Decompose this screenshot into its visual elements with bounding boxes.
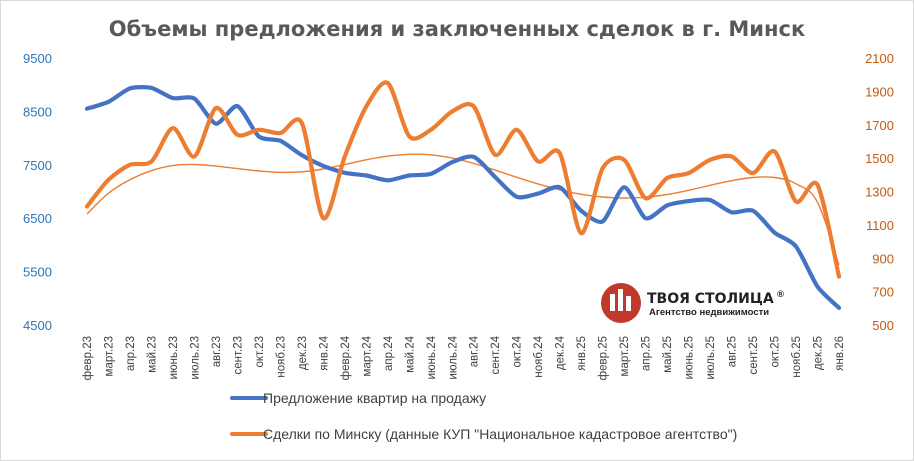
x-tick-label: февр.24 [340, 335, 352, 380]
legend: Предложение квартир на продажу Сделки по… [230, 390, 737, 442]
brand-logo: ТВОЯ СТОЛИЦА ® Агентство недвижимости [601, 283, 784, 323]
trendline-group [86, 153, 840, 266]
x-tick-label: окт.23 [254, 336, 266, 368]
left-tick-label: 7500 [23, 158, 52, 173]
x-tick-label: март.25 [619, 336, 631, 376]
x-tick-label: окт.24 [512, 335, 524, 367]
x-tick-label: май.24 [404, 335, 416, 372]
x-tick-label: сент.24 [490, 335, 502, 374]
x-tick-label: дек.23 [297, 336, 309, 370]
legend-label-deals: Сделки по Минску (данные КУП "Национальн… [263, 426, 737, 442]
x-tick-label: апр.23 [125, 336, 137, 371]
x-tick-label: июнь.24 [426, 335, 438, 379]
right-tick-label: 700 [872, 285, 894, 300]
x-tick-label: авг.25 [727, 336, 739, 367]
series-group [84, 80, 842, 310]
chart-title: Объемы предложения и заключенных сделок … [109, 17, 805, 41]
x-tick-label: янв.25 [576, 336, 588, 371]
x-tick-label: окт.25 [770, 336, 782, 368]
left-axis-labels: 4500 5500 6500 7500 8500 9500 [23, 51, 52, 333]
x-tick-label: май.23 [146, 336, 158, 373]
x-tick-label: февр.23 [82, 336, 94, 380]
logo-tagline: Агентство недвижимости [649, 307, 769, 318]
x-tick-label: янв.24 [318, 335, 330, 370]
right-tick-label: 1700 [865, 118, 894, 133]
x-tick-label: авг.23 [211, 336, 223, 367]
x-tick-label: сент.23 [232, 336, 244, 374]
right-tick-label: 1900 [865, 84, 894, 99]
x-tick-label: нояб.25 [791, 336, 803, 378]
x-tick-label: март.24 [361, 335, 373, 376]
deals-trendline [86, 153, 840, 266]
x-tick-label: янв.26 [834, 336, 846, 371]
x-tick-label: нояб.23 [275, 336, 287, 378]
x-tick-label: июль.24 [447, 335, 459, 379]
series-offer-line [84, 85, 842, 310]
series-deals-line [84, 80, 842, 279]
left-tick-label: 4500 [23, 318, 52, 333]
x-tick-label: июнь.25 [684, 336, 696, 379]
right-tick-label: 1500 [865, 151, 894, 166]
x-tick-label: авг.24 [469, 335, 481, 367]
left-tick-label: 5500 [23, 265, 52, 280]
x-tick-label: дек.25 [813, 336, 825, 370]
x-tick-label: июль.23 [189, 336, 201, 379]
x-axis-labels: февр.23 март.23 апр.23 май.23 июнь.23 июль.23… [82, 335, 846, 380]
legend-label-offer: Предложение квартир на продажу [263, 390, 486, 406]
x-tick-label: дек.24 [555, 335, 567, 370]
right-tick-label: 500 [872, 318, 894, 333]
left-tick-label: 8500 [23, 104, 52, 119]
right-tick-label: 1100 [866, 218, 894, 233]
x-tick-label: апр.24 [383, 335, 395, 371]
logo-name: ТВОЯ СТОЛИЦА [647, 291, 774, 307]
x-tick-label: июнь.23 [168, 336, 180, 379]
right-tick-label: 2100 [865, 51, 894, 66]
x-tick-label: март.23 [103, 336, 115, 376]
x-tick-label: февр.25 [598, 336, 610, 380]
x-tick-label: июль.25 [705, 336, 717, 379]
left-tick-label: 6500 [23, 211, 52, 226]
left-tick-label: 9500 [23, 51, 52, 66]
logo-registered-mark: ® [777, 289, 784, 300]
x-tick-label: сент.25 [748, 336, 760, 374]
x-tick-label: апр.25 [641, 336, 653, 371]
x-tick-label: май.25 [662, 336, 674, 373]
right-tick-label: 1300 [865, 185, 894, 200]
x-tick-label: нояб.24 [533, 335, 545, 377]
right-axis-labels: 500 700 900 1100 1300 1500 1700 1900 2100 [865, 51, 894, 333]
right-tick-label: 900 [872, 251, 894, 266]
